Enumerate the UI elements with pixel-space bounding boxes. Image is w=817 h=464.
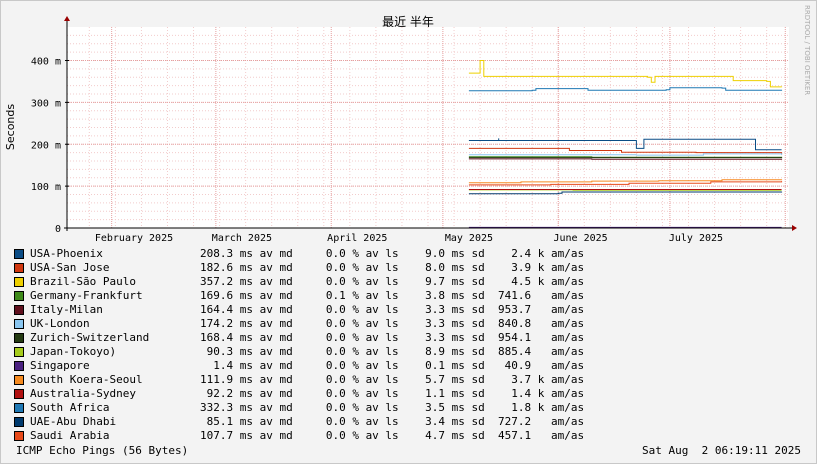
y-axis-label: Seconds (4, 104, 17, 150)
legend-row: Brazil-São Paulo 357.2 ms av md 0.0 % av … (14, 275, 814, 289)
legend-swatch (14, 333, 24, 343)
legend-row: Zurich-Switzerland 168.4 ms av md 0.0 % a… (14, 331, 814, 345)
chart-title: 最近 半年 (382, 15, 434, 29)
y-tick-labels: 0 100 m 200 m 300 m 400 m (31, 57, 61, 236)
x-tick-label: February 2025 (95, 233, 173, 244)
legend-swatch (14, 291, 24, 301)
series-line-usa-phoenix (468, 138, 782, 151)
legend-series-name: UAE-Abu Dhabi (30, 415, 117, 428)
series-line-south-koera-seoul (468, 179, 783, 184)
legend-series-stats: 357.2 ms av md 0.0 % av ls 9.7 ms sd 4.5… (200, 275, 585, 288)
legend-series-stats: 208.3 ms av md 0.0 % av ls 9.0 ms sd 2.4… (200, 247, 585, 260)
y-tick-label: 100 m (31, 182, 61, 193)
legend-row: Italy-Milan 164.4 ms av md 0.0 % av ls 3.… (14, 303, 814, 317)
series-lines (468, 60, 783, 228)
legend-series-stats: 92.2 ms av md 0.0 % av ls 1.1 ms sd 1.4 … (200, 387, 585, 400)
footer-timestamp: Sat Aug 2 06:19:11 2025 (642, 444, 801, 457)
legend-row: South Africa 332.3 ms av md 0.0 % av ls 3… (14, 401, 814, 415)
chart-canvas: 最近 半年 Seconds RRDTOOL / TOBI OETIKER 0 10… (4, 5, 811, 244)
legend-series-stats: 107.7 ms av md 0.0 % av ls 4.7 ms sd 457… (200, 429, 585, 442)
legend-swatch (14, 249, 24, 259)
series-line-italy-milan (468, 158, 783, 160)
legend-row: Singapore 1.4 ms av md 0.0 % av ls 0.1 m… (14, 359, 814, 373)
legend-swatch (14, 305, 24, 315)
y-tick-label: 200 m (31, 140, 61, 151)
legend-swatch (14, 431, 24, 441)
legend-series-name: Brazil-São Paulo (30, 275, 136, 288)
y-axis-arrow (64, 16, 70, 21)
legend-row: Australia-Sydney 92.2 ms av md 0.0 % av … (14, 387, 814, 401)
legend-row: USA-San Jose 182.6 ms av md 0.0 % av ls 8… (14, 261, 814, 275)
x-tick-label: March 2025 (212, 233, 272, 244)
legend-swatch (14, 347, 24, 357)
series-line-zurich-switzerland (468, 157, 783, 159)
legend-series-stats: 90.3 ms av md 0.0 % av ls 8.9 ms sd 885.… (200, 345, 585, 358)
legend-row: Saudi Arabia 107.7 ms av md 0.0 % av ls 4… (14, 429, 814, 443)
legend-series-name: Germany-Frankfurt (30, 289, 143, 302)
legend: USA-Phoenix 208.3 ms av md 0.0 % av ls 9.… (14, 247, 814, 443)
footer-description: ICMP Echo Pings (56 Bytes) (16, 444, 189, 457)
legend-series-stats: 85.1 ms av md 0.0 % av ls 3.4 ms sd 727.… (200, 415, 585, 428)
legend-series-name: Japan-Tokoyo) (30, 345, 117, 358)
legend-series-name: South Koera-Seoul (30, 373, 143, 386)
x-tick-label: April 2025 (327, 233, 387, 244)
legend-row: South Koera-Seoul 111.9 ms av md 0.0 % av… (14, 373, 814, 387)
series-line-uk-london (468, 153, 783, 156)
y-tick-label: 300 m (31, 98, 61, 109)
legend-series-name: Saudi Arabia (30, 429, 110, 442)
legend-series-stats: 332.3 ms av md 0.0 % av ls 3.5 ms sd 1.8… (200, 401, 585, 414)
series-line-saudi-arabia (468, 181, 783, 186)
legend-swatch (14, 361, 24, 371)
x-tick-labels: February 2025 March 2025 April 2025 May 202… (95, 233, 723, 244)
grid-lines (67, 27, 789, 228)
legend-series-stats: 174.2 ms av md 0.0 % av ls 3.3 ms sd 840… (200, 317, 585, 330)
legend-series-name: Italy-Milan (30, 303, 103, 316)
legend-series-stats: 169.6 ms av md 0.1 % av ls 3.8 ms sd 741… (200, 289, 585, 302)
legend-row: USA-Phoenix 208.3 ms av md 0.0 % av ls 9.… (14, 247, 814, 261)
y-tick-label: 400 m (31, 57, 61, 68)
legend-series-name: Singapore (30, 359, 90, 372)
series-line-usa-san-jose (468, 147, 783, 155)
legend-swatch (14, 389, 24, 399)
legend-series-stats: 1.4 ms av md 0.0 % av ls 0.1 ms sd 40.9 … (200, 359, 585, 372)
axes (64, 16, 797, 231)
legend-swatch (14, 277, 24, 287)
x-tick-label: May 2025 (445, 233, 493, 244)
series-line-uae-abu-dhabi (468, 191, 783, 195)
series-line-south-africa (468, 87, 783, 92)
legend-swatch (14, 403, 24, 413)
legend-series-name: Zurich-Switzerland (30, 331, 150, 344)
legend-series-name: South Africa (30, 401, 110, 414)
x-axis-arrow (792, 225, 797, 231)
legend-row: UAE-Abu Dhabi 85.1 ms av md 0.0 % av ls … (14, 415, 814, 429)
legend-row: Germany-Frankfurt 169.6 ms av md 0.1 % av… (14, 289, 814, 303)
legend-series-stats: 168.4 ms av md 0.0 % av ls 3.3 ms sd 954… (200, 331, 585, 344)
legend-swatch (14, 417, 24, 427)
legend-series-stats: 182.6 ms av md 0.0 % av ls 8.0 ms sd 3.9… (200, 261, 585, 274)
legend-swatch (14, 263, 24, 273)
legend-swatch (14, 375, 24, 385)
legend-series-name: Australia-Sydney (30, 387, 136, 400)
x-tick-label: July 2025 (669, 233, 723, 244)
legend-swatch (14, 319, 24, 329)
y-tick-label: 0 (55, 224, 61, 235)
legend-row: Japan-Tokoyo) 90.3 ms av md 0.0 % av ls … (14, 345, 814, 359)
watermark: RRDTOOL / TOBI OETIKER (803, 5, 811, 95)
series-line-brazil-s-o-paulo (468, 60, 783, 88)
legend-series-name: USA-Phoenix (30, 247, 103, 260)
x-tick-label: June 2025 (553, 233, 607, 244)
legend-series-name: UK-London (30, 317, 90, 330)
legend-series-stats: 164.4 ms av md 0.0 % av ls 3.3 ms sd 953… (200, 303, 585, 316)
legend-series-stats: 111.9 ms av md 0.0 % av ls 5.7 ms sd 3.7… (200, 373, 585, 386)
legend-row: UK-London 174.2 ms av md 0.0 % av ls 3.3 … (14, 317, 814, 331)
legend-series-name: USA-San Jose (30, 261, 110, 274)
